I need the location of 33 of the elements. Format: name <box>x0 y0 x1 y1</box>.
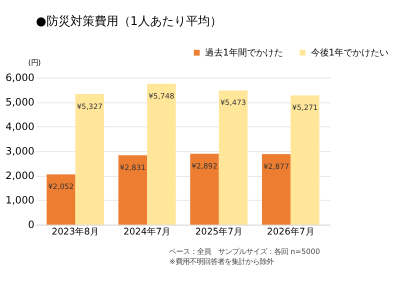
y-tick-label: 4,000 <box>6 122 34 133</box>
y-tick-label: 2,000 <box>6 170 34 182</box>
bar <box>262 154 291 225</box>
data-label: ¥2,877 <box>263 162 290 171</box>
x-tick-label: 2024年7月 <box>123 226 171 238</box>
bar <box>218 90 248 225</box>
x-tick-label: 2026年7月 <box>267 226 314 238</box>
bar <box>46 174 76 225</box>
text: ※費用不明回答者を集計から除外 <box>169 257 274 266</box>
data-label: ¥2,831 <box>120 162 146 172</box>
bar <box>190 154 219 225</box>
bar <box>118 155 148 225</box>
legend-label: 過去1年間でかけた <box>205 47 283 58</box>
data-label: ¥2,892 <box>192 161 218 170</box>
data-label: ¥5,748 <box>148 91 175 100</box>
bar <box>290 95 320 225</box>
text: ベース：全員 サンプルサイズ：各回 n=5000 <box>169 247 320 256</box>
x-tick-label: 2025年7月 <box>195 226 242 238</box>
x-tick-label: 2023年8月 <box>52 226 99 238</box>
y-tick-label: 1,000 <box>6 195 34 206</box>
legend-label: 今後1年でかけたい <box>310 47 389 58</box>
data-label: ¥2,052 <box>48 182 74 192</box>
bar <box>75 94 104 225</box>
y-tick-label: 6,000 <box>6 72 34 84</box>
chart-title: ●防災対策費用（1人あたり平均） <box>36 14 222 28</box>
data-label: ¥5,271 <box>292 103 318 112</box>
y-tick-label: 5,000 <box>6 97 34 108</box>
data-label: ¥5,473 <box>220 98 246 108</box>
y-tick-label: 3,000 <box>6 146 34 158</box>
y-axis-title: (円) <box>28 58 41 68</box>
data-label: ¥5,327 <box>76 102 103 111</box>
y-tick-label: 0 <box>28 220 34 231</box>
bar <box>147 84 176 225</box>
